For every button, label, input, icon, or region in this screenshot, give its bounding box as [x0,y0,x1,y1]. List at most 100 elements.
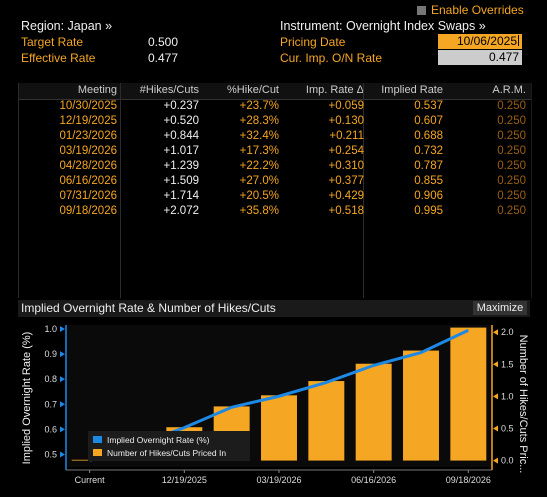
table-row[interactable]: 04/28/2026 +1.239 +22.2% +0.310 0.787 0.250 [19,160,531,175]
implied-rate: 0.688 [414,130,443,142]
pct-hike-cut: +17.3% [239,145,279,157]
pct-hike-cut: +35.8% [239,205,279,217]
enable-overrides-checkbox[interactable] [417,6,426,15]
bar [355,363,392,461]
hikes-cuts: +2.072 [163,205,200,217]
implied-rate: 0.995 [414,205,443,217]
meeting-table: Meeting #Hikes/Cuts %Hike/Cut Imp. Rate … [18,83,532,298]
arm-value: 0.250 [497,175,526,187]
pct-hike-cut: +28.3% [239,115,279,127]
hikes-cuts: +0.844 [163,130,200,142]
table-row[interactable]: 12/19/2025 +0.520 +28.3% +0.130 0.607 0.250 [19,115,531,130]
bar [261,395,297,461]
chart-titlebar: Implied Overnight Rate & Number of Hikes… [18,300,530,317]
y2-tick-marker [493,425,498,432]
arm-value: 0.250 [497,145,526,157]
y-tick-marker [60,351,65,358]
arm-value: 0.250 [497,190,526,202]
bar [308,381,345,461]
meeting-date: 04/28/2026 [59,160,117,172]
table-row[interactable]: 06/16/2026 +1.509 +27.0% +0.377 0.855 0.250 [19,175,531,190]
table-row[interactable]: 09/18/2026 +2.072 +35.8% +0.518 0.995 0.250 [19,205,531,220]
table-row[interactable]: 10/30/2025 +0.237 +23.7% +0.059 0.537 0.250 [19,100,531,115]
x-tick-label: Current [75,475,106,485]
meeting-date: 09/18/2026 [59,205,117,217]
arm-value: 0.250 [497,160,526,172]
col-meeting[interactable]: Meeting [77,84,117,96]
pct-hike-cut: +22.2% [239,160,279,172]
hikes-cuts: +1.239 [163,160,200,172]
imp-rate-delta: +0.211 [329,130,364,142]
region-selector[interactable]: Region: Japan » [21,19,113,33]
target-rate-value: 0.500 [148,35,179,49]
y-tick-marker [60,451,65,458]
col-hikes-cuts[interactable]: #Hikes/Cuts [139,84,199,96]
legend-swatch-rate [93,436,102,443]
col-pct-hike-cut[interactable]: %Hike/Cut [227,84,279,96]
implied-rate: 0.537 [414,100,443,112]
y-tick-marker [60,376,65,383]
imp-rate-delta: +0.059 [328,100,365,112]
col-implied-rate[interactable]: Implied Rate [381,84,443,96]
cur-imp-rate-field[interactable]: 0.477 [438,50,522,65]
imp-rate-delta: +0.518 [328,205,365,217]
chart-plot: 0.5 0.6 0.7 0.8 0.9 1.0 0.0 0.5 1.0 1.5 2.0 Current… [21,324,529,485]
y2-tick-label: 1.0 [501,391,514,401]
pct-hike-cut: +32.4% [239,130,279,142]
hikes-cuts: +0.520 [163,115,200,127]
hikes-cuts: +1.714 [163,190,200,202]
x-tick-label: 12/19/2025 [162,475,207,485]
pricing-date-label: Pricing Date [280,35,346,49]
table-row[interactable]: 01/23/2026 +0.844 +32.4% +0.211 0.688 0.250 [19,130,531,145]
instrument-selector[interactable]: Instrument: Overnight Index Swaps » [280,19,486,33]
enable-overrides-label: Enable Overrides [431,3,524,17]
y2-tick-marker [493,393,498,400]
table-row[interactable]: 07/31/2026 +1.714 +20.5% +0.429 0.906 0.250 [19,190,531,205]
y-tick-marker [60,401,65,408]
y2-tick-label: 0.5 [501,423,514,433]
table-divider [120,83,121,298]
x-tick-label: 09/18/2026 [446,475,491,485]
maximize-button[interactable]: Maximize [473,301,527,315]
y2-tick-label: 2.0 [501,327,514,337]
enable-overrides[interactable]: Enable Overrides [417,3,524,17]
x-tick-label: 06/16/2026 [351,475,396,485]
legend-swatch-hikes [93,449,102,456]
y2-tick-marker [493,329,498,336]
meeting-date: 12/19/2025 [59,115,117,127]
bar [450,327,487,461]
meeting-date: 03/19/2026 [59,145,117,157]
y-tick-label: 1.0 [44,324,57,334]
meeting-date: 10/30/2025 [59,100,117,112]
target-rate-label: Target Rate [21,35,84,49]
y2-tick-marker [493,361,498,368]
col-arm[interactable]: A.R.M. [492,84,526,96]
table-row[interactable]: 03/19/2026 +1.017 +17.3% +0.254 0.732 0.250 [19,145,531,160]
implied-rate: 0.855 [414,175,443,187]
y-tick-label: 0.7 [44,399,57,409]
hikes-cuts: +0.237 [163,100,200,112]
col-imp-rate-delta[interactable]: Imp. Rate Δ [305,84,364,96]
y-tick-marker [60,426,65,433]
hikes-cuts: +1.017 [163,145,200,157]
effective-rate-value: 0.477 [148,51,179,65]
y2-tick-marker [493,457,498,464]
hikes-cuts: +1.509 [163,175,200,187]
chart-panel: Implied Overnight Rate & Number of Hikes… [18,300,530,497]
implied-rate: 0.732 [414,145,443,157]
legend-label-rate: Implied Overnight Rate (%) [107,435,210,445]
cur-imp-rate-value: 0.477 [488,50,519,64]
y-tick-label: 0.5 [44,449,57,459]
pct-hike-cut: +27.0% [239,175,279,187]
pricing-date-input[interactable]: 10/06/2025 [438,34,522,49]
pricing-date-value: 10/06/2025 [456,34,517,48]
y-tick-label: 0.9 [44,349,57,359]
cur-imp-rate-label: Cur. Imp. O/N Rate [280,51,383,65]
imp-rate-delta: +0.254 [328,145,365,157]
y2-tick-label: 1.5 [501,359,514,369]
imp-rate-delta: +0.377 [328,175,365,187]
imp-rate-delta: +0.130 [328,115,365,127]
table-divider [363,83,364,298]
pct-hike-cut: +23.7% [239,100,279,112]
x-tick-label: 03/19/2026 [256,475,301,485]
